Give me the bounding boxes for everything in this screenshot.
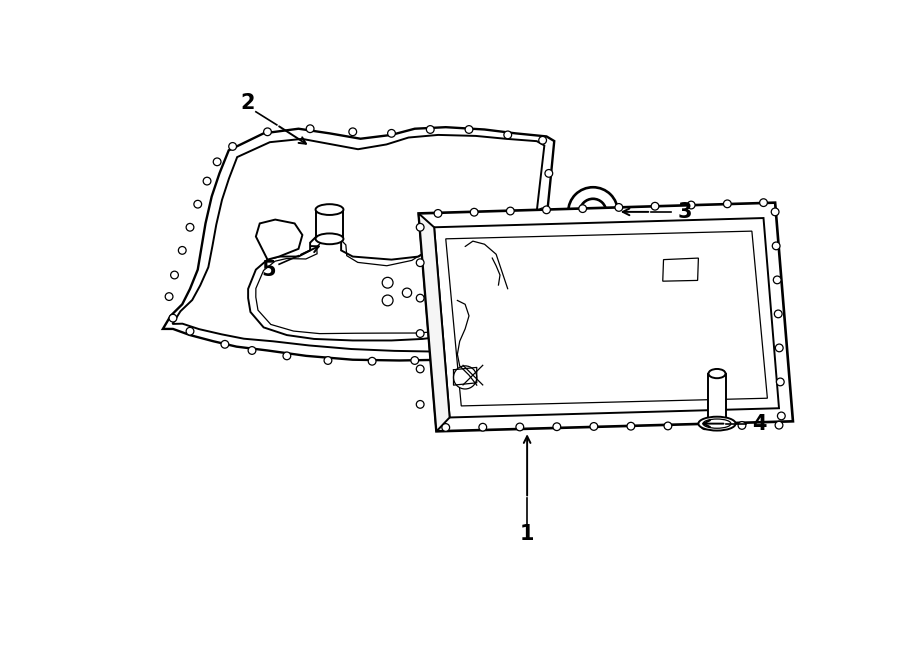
Circle shape <box>417 401 424 408</box>
Circle shape <box>615 204 623 211</box>
Circle shape <box>324 357 332 364</box>
Circle shape <box>778 412 785 420</box>
Circle shape <box>186 328 194 335</box>
Circle shape <box>213 158 221 166</box>
Ellipse shape <box>698 416 735 430</box>
Circle shape <box>553 423 561 430</box>
Circle shape <box>203 177 211 185</box>
Circle shape <box>494 347 501 354</box>
Circle shape <box>283 352 291 359</box>
Circle shape <box>627 422 634 430</box>
Ellipse shape <box>708 369 725 378</box>
Circle shape <box>590 422 598 430</box>
Circle shape <box>543 206 551 214</box>
Polygon shape <box>316 210 344 239</box>
Circle shape <box>773 276 781 284</box>
Text: 1: 1 <box>520 524 535 544</box>
Circle shape <box>388 130 395 137</box>
Circle shape <box>771 208 779 216</box>
Circle shape <box>417 330 424 338</box>
Circle shape <box>776 344 783 352</box>
Circle shape <box>264 128 272 136</box>
Polygon shape <box>248 231 483 340</box>
Circle shape <box>701 422 709 430</box>
Circle shape <box>539 136 546 144</box>
Circle shape <box>479 424 487 431</box>
Circle shape <box>171 271 178 279</box>
Ellipse shape <box>316 204 344 215</box>
Circle shape <box>442 424 450 432</box>
Circle shape <box>738 422 746 429</box>
Circle shape <box>417 295 424 302</box>
Polygon shape <box>434 218 779 418</box>
Circle shape <box>772 242 780 250</box>
Circle shape <box>777 378 784 386</box>
Polygon shape <box>446 306 467 321</box>
Circle shape <box>507 207 514 215</box>
Polygon shape <box>446 231 768 406</box>
Polygon shape <box>708 373 725 424</box>
Polygon shape <box>163 127 554 361</box>
Circle shape <box>417 224 424 231</box>
Text: 3: 3 <box>677 202 692 222</box>
Circle shape <box>534 246 541 254</box>
Circle shape <box>511 317 519 325</box>
Polygon shape <box>256 220 302 260</box>
Text: 5: 5 <box>262 260 276 279</box>
Circle shape <box>169 314 176 322</box>
Circle shape <box>368 357 376 365</box>
Circle shape <box>539 208 546 216</box>
Circle shape <box>221 340 229 348</box>
Circle shape <box>651 203 659 210</box>
Circle shape <box>178 246 186 254</box>
Circle shape <box>568 187 617 236</box>
Circle shape <box>382 295 393 306</box>
Circle shape <box>760 199 768 207</box>
Circle shape <box>774 310 782 318</box>
Circle shape <box>580 199 607 225</box>
Polygon shape <box>418 203 793 432</box>
Circle shape <box>688 201 695 209</box>
Circle shape <box>504 131 511 139</box>
Circle shape <box>229 142 237 150</box>
Circle shape <box>166 293 173 301</box>
Circle shape <box>516 423 524 431</box>
Ellipse shape <box>316 234 344 244</box>
Circle shape <box>545 169 553 177</box>
Circle shape <box>248 347 256 354</box>
Circle shape <box>434 210 442 217</box>
Circle shape <box>411 357 418 364</box>
Circle shape <box>579 205 587 213</box>
Circle shape <box>775 421 783 429</box>
Circle shape <box>417 365 424 373</box>
Text: 2: 2 <box>241 93 256 113</box>
Polygon shape <box>418 213 450 432</box>
Circle shape <box>186 224 194 231</box>
Circle shape <box>382 277 393 288</box>
Circle shape <box>465 126 472 133</box>
Circle shape <box>527 283 535 291</box>
Circle shape <box>457 354 465 362</box>
Polygon shape <box>173 135 544 352</box>
Circle shape <box>194 201 202 208</box>
Circle shape <box>724 200 731 208</box>
Circle shape <box>349 128 356 136</box>
Circle shape <box>664 422 671 430</box>
Circle shape <box>427 126 434 133</box>
Circle shape <box>402 288 411 297</box>
Circle shape <box>417 259 424 267</box>
Circle shape <box>454 366 477 389</box>
Text: 4: 4 <box>752 414 767 434</box>
Circle shape <box>306 125 314 132</box>
Circle shape <box>471 209 478 216</box>
